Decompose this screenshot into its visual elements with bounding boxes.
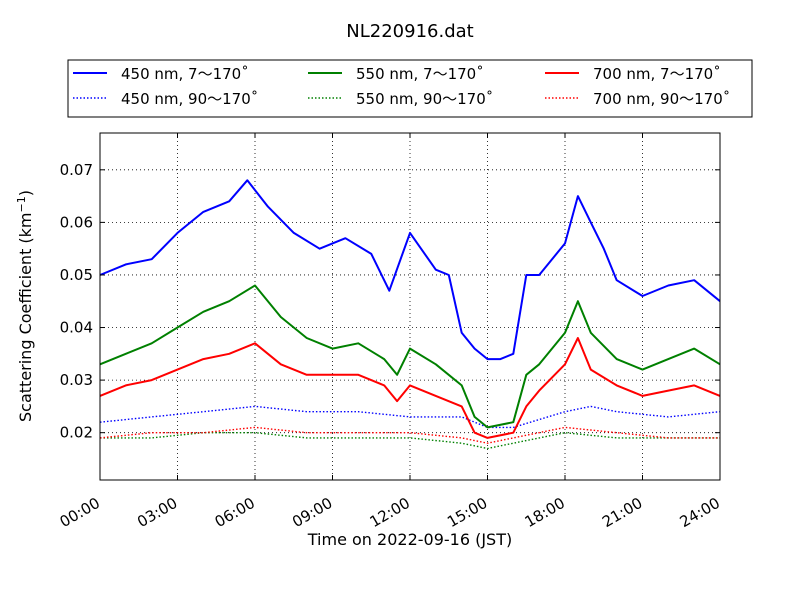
y-axis-label-main: Scattering Coefficient (km bbox=[16, 212, 35, 422]
grid bbox=[100, 133, 720, 480]
series-layer bbox=[99, 179, 721, 450]
series-line-550-nm-dotted bbox=[100, 432, 720, 450]
y-axis-label-end: ) bbox=[16, 190, 35, 196]
y-axis-label: Scattering Coefficient (km−1) bbox=[15, 190, 35, 422]
y-axis-label-sup: −1 bbox=[15, 196, 28, 212]
series-line-700-nm-dotted bbox=[99, 426, 720, 444]
legend: 450 nm, 7～170˚ 550 nm, 7～170˚ 700 nm, 7～17… bbox=[67, 59, 753, 118]
chart-title: NL220916.dat bbox=[346, 21, 473, 42]
series-line-550-nm-solid bbox=[99, 284, 721, 429]
y-tick-label: 0.07 bbox=[60, 161, 93, 179]
legend-label: 700 nm, 90～170˚ bbox=[593, 90, 730, 108]
series-line-450-nm-dotted bbox=[99, 405, 721, 429]
legend-label: 550 nm, 7～170˚ bbox=[356, 65, 484, 83]
legend-label: 450 nm, 90～170˚ bbox=[121, 90, 258, 108]
series-line-450-nm-solid bbox=[99, 179, 721, 361]
legend-label: 550 nm, 90～170˚ bbox=[356, 90, 493, 108]
y-tick-label: 0.05 bbox=[60, 266, 93, 284]
x-axis-label: Time on 2022-09-16 (JST) bbox=[307, 530, 512, 549]
y-tick-label: 0.04 bbox=[60, 319, 93, 337]
y-tick-label: 0.02 bbox=[60, 424, 93, 442]
legend-label: 700 nm, 7～170˚ bbox=[593, 65, 721, 83]
plot-area: 00:00 03:00 06:00 09:00 12:00 15:00 18:00 21:00… bbox=[57, 132, 723, 531]
legend-label: 450 nm, 7～170˚ bbox=[121, 65, 249, 83]
y-tick-label: 0.03 bbox=[60, 371, 93, 389]
plot-frame-bg bbox=[100, 133, 720, 480]
y-tick-label: 0.06 bbox=[60, 213, 93, 231]
series-line-700-nm-solid bbox=[99, 337, 721, 439]
legend-frame bbox=[67, 59, 753, 118]
